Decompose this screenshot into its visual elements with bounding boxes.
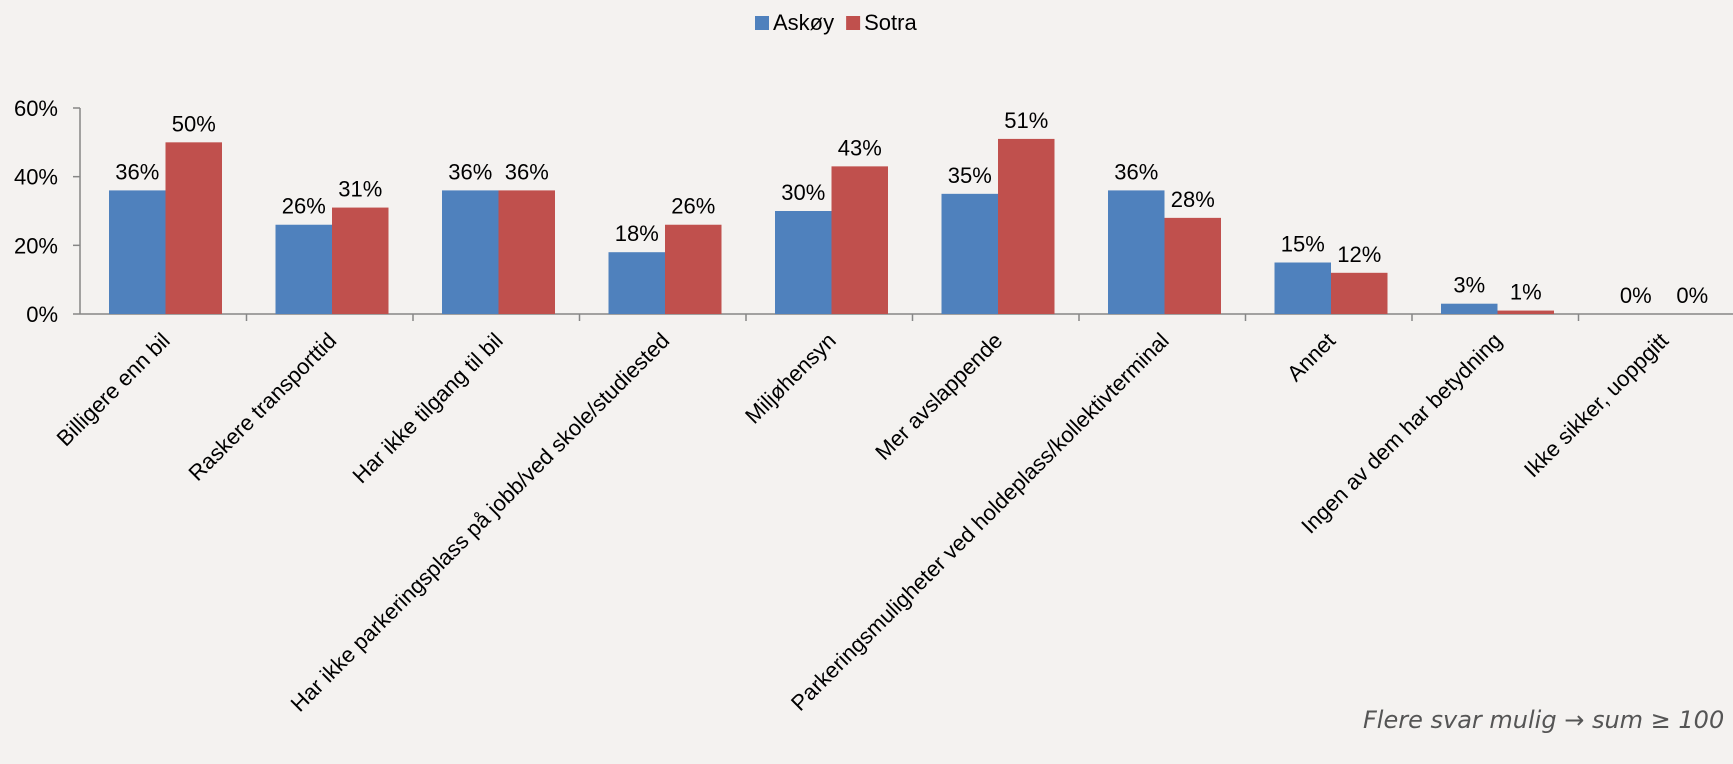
- x-tick-label: Annet: [1282, 328, 1340, 386]
- legend-swatch: [755, 16, 769, 30]
- data-label: 31%: [338, 177, 382, 202]
- bar-sotra: [665, 224, 722, 314]
- data-label: 18%: [615, 221, 659, 246]
- data-label: 12%: [1337, 242, 1381, 267]
- data-label: 3%: [1453, 273, 1485, 298]
- bar-ask-y: [775, 211, 832, 314]
- x-tick-label: Raskere transporttid: [184, 328, 342, 486]
- x-tick-label: Ikke sikker, uoppgitt: [1519, 328, 1673, 482]
- data-label: 43%: [838, 135, 882, 160]
- y-tick-label: 60%: [14, 96, 58, 121]
- bar-sotra: [1331, 272, 1388, 314]
- bar-ask-y: [941, 193, 998, 314]
- bar-ask-y: [1108, 190, 1165, 314]
- data-label: 36%: [115, 159, 159, 184]
- legend-label: Sotra: [864, 10, 917, 35]
- data-label: 26%: [671, 194, 715, 219]
- legend-label: Askøy: [773, 10, 834, 35]
- x-tick-label: Billigere enn bil: [52, 328, 175, 451]
- data-label: 36%: [505, 159, 549, 184]
- bar-sotra: [998, 138, 1055, 314]
- legend-swatch: [846, 16, 861, 30]
- x-tick-label: Mer avslappende: [870, 328, 1007, 465]
- bar-sotra: [498, 190, 555, 314]
- bar-ask-y: [442, 190, 499, 314]
- bar-sotra: [165, 142, 222, 314]
- y-tick-label: 0%: [26, 302, 58, 327]
- y-tick-label: 40%: [14, 165, 58, 190]
- data-label: 50%: [172, 111, 216, 136]
- bar-ask-y: [275, 224, 332, 314]
- bar-sotra: [1497, 310, 1554, 314]
- x-tick-label: Parkeringsmuligheter ved holdeplass/koll…: [786, 328, 1174, 716]
- data-label: 51%: [1004, 108, 1048, 133]
- data-label: 36%: [1114, 159, 1158, 184]
- x-tick-label: Har ikke tilgang til bil: [347, 328, 507, 488]
- data-label: 0%: [1676, 283, 1708, 308]
- x-tick-label: Ingen av dem har betydning: [1296, 328, 1507, 539]
- data-label: 1%: [1510, 280, 1542, 305]
- bar-sotra: [332, 207, 389, 314]
- footnote: Flere svar mulig → sum ≥ 100: [1363, 706, 1725, 734]
- data-label: 30%: [781, 180, 825, 205]
- x-tick-label: Miljøhensyn: [740, 328, 841, 429]
- data-label: 35%: [948, 163, 992, 188]
- bar-ask-y: [1274, 262, 1331, 314]
- data-label: 36%: [448, 159, 492, 184]
- y-tick-label: 20%: [14, 233, 58, 258]
- x-tick-label: Har ikke parkeringsplass på jobb/ved sko…: [286, 328, 675, 717]
- bar-ask-y: [109, 190, 166, 314]
- bar-sotra: [831, 166, 888, 314]
- data-label: 15%: [1281, 232, 1325, 257]
- data-label: 26%: [282, 194, 326, 219]
- bar-ask-y: [608, 252, 665, 314]
- data-label: 0%: [1620, 283, 1652, 308]
- bar-ask-y: [1441, 303, 1498, 314]
- data-label: 28%: [1171, 187, 1215, 212]
- bar-sotra: [1164, 217, 1221, 314]
